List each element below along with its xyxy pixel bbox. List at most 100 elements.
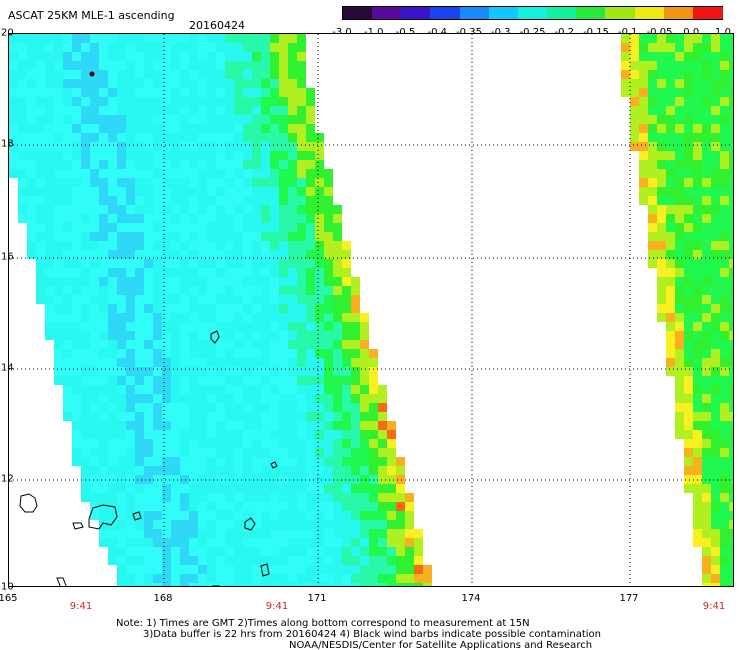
swath-cell (306, 358, 315, 367)
swath-cell (162, 196, 171, 205)
swath-cell (234, 304, 243, 313)
swath-cell (288, 340, 297, 349)
swath-cell (90, 376, 99, 385)
swath-cell (225, 187, 234, 196)
swath-cell (279, 403, 288, 412)
swath-cell (117, 88, 126, 97)
swath-cell (72, 430, 81, 439)
swath-cell (108, 169, 117, 178)
swath-cell (342, 511, 351, 520)
swath-cell (108, 232, 117, 241)
swath-cell (126, 43, 135, 52)
swath-cell (243, 160, 252, 169)
swath-cell (288, 88, 297, 97)
swath-cell (648, 196, 657, 205)
swath-cell (243, 88, 252, 97)
swath-cell (306, 538, 315, 547)
swath-cell (198, 43, 207, 52)
swath-cell (189, 97, 198, 106)
swath-cell (720, 124, 729, 133)
swath-cell (54, 205, 63, 214)
swath-cell (216, 106, 225, 115)
swath-cell (261, 502, 270, 511)
swath-cell (288, 511, 297, 520)
swath-cell (396, 484, 405, 493)
swath-cell (216, 394, 225, 403)
swath-cell (261, 448, 270, 457)
swath-cell (99, 277, 108, 286)
swath-cell (135, 250, 144, 259)
swath-cell (45, 160, 54, 169)
swath-cell (252, 232, 261, 241)
swath-cell (279, 367, 288, 376)
swath-cell (684, 403, 693, 412)
swath-cell (666, 61, 675, 70)
swath-cell (117, 421, 126, 430)
swath-cell (45, 124, 54, 133)
swath-cell (387, 529, 396, 538)
swath-cell (378, 520, 387, 529)
swath-cell (693, 52, 702, 61)
swath-cell (180, 484, 189, 493)
swath-cell (306, 331, 315, 340)
swath-cell (72, 349, 81, 358)
swath-cell (216, 430, 225, 439)
swath-cell (171, 160, 180, 169)
swath-cell (153, 349, 162, 358)
swath-cell (90, 358, 99, 367)
swath-cell (288, 43, 297, 52)
swath-cell (279, 313, 288, 322)
swath-cell (702, 169, 711, 178)
swath-cell (333, 313, 342, 322)
swath-cell (648, 214, 657, 223)
swath-cell (261, 547, 270, 556)
swath-cell (378, 538, 387, 547)
swath-cell (162, 502, 171, 511)
swath-cell (234, 232, 243, 241)
swath-cell (279, 295, 288, 304)
swath-cell (225, 295, 234, 304)
swath-cell (216, 403, 225, 412)
swath-cell (252, 511, 261, 520)
swath-cell (225, 151, 234, 160)
swath-cell (729, 286, 733, 295)
swath-cell (108, 322, 117, 331)
swath-cell (270, 322, 279, 331)
swath-cell (252, 394, 261, 403)
swath-cell (675, 79, 684, 88)
swath-cell (135, 349, 144, 358)
swath-cell (270, 70, 279, 79)
swath-cell (315, 466, 324, 475)
swath-cell (729, 160, 733, 169)
swath-cell (378, 484, 387, 493)
swath-cell (99, 214, 108, 223)
swath-cell (27, 133, 36, 142)
swath-cell (405, 520, 414, 529)
swath-cell (90, 412, 99, 421)
swath-cell (54, 79, 63, 88)
swath-cell (243, 268, 252, 277)
swath-cell (9, 124, 18, 133)
swath-cell (117, 520, 126, 529)
swath-cell (216, 547, 225, 556)
swath-cell (72, 196, 81, 205)
swath-cell (684, 52, 693, 61)
swath-cell (693, 412, 702, 421)
colorbar-segment (459, 7, 490, 19)
colorbar-segment (576, 7, 606, 19)
swath-cell (117, 241, 126, 250)
swath-cell (657, 277, 666, 286)
swath-cell (126, 538, 135, 547)
swath-cell (387, 556, 396, 565)
swath-cell (702, 115, 711, 124)
swath-cell (288, 70, 297, 79)
swath-cell (315, 214, 324, 223)
swath-cell (198, 133, 207, 142)
swath-cell (297, 502, 306, 511)
swath-cell (405, 538, 414, 547)
swath-cell (630, 124, 639, 133)
swath-cell (270, 88, 279, 97)
swath-cell (252, 115, 261, 124)
swath-cell (675, 214, 684, 223)
